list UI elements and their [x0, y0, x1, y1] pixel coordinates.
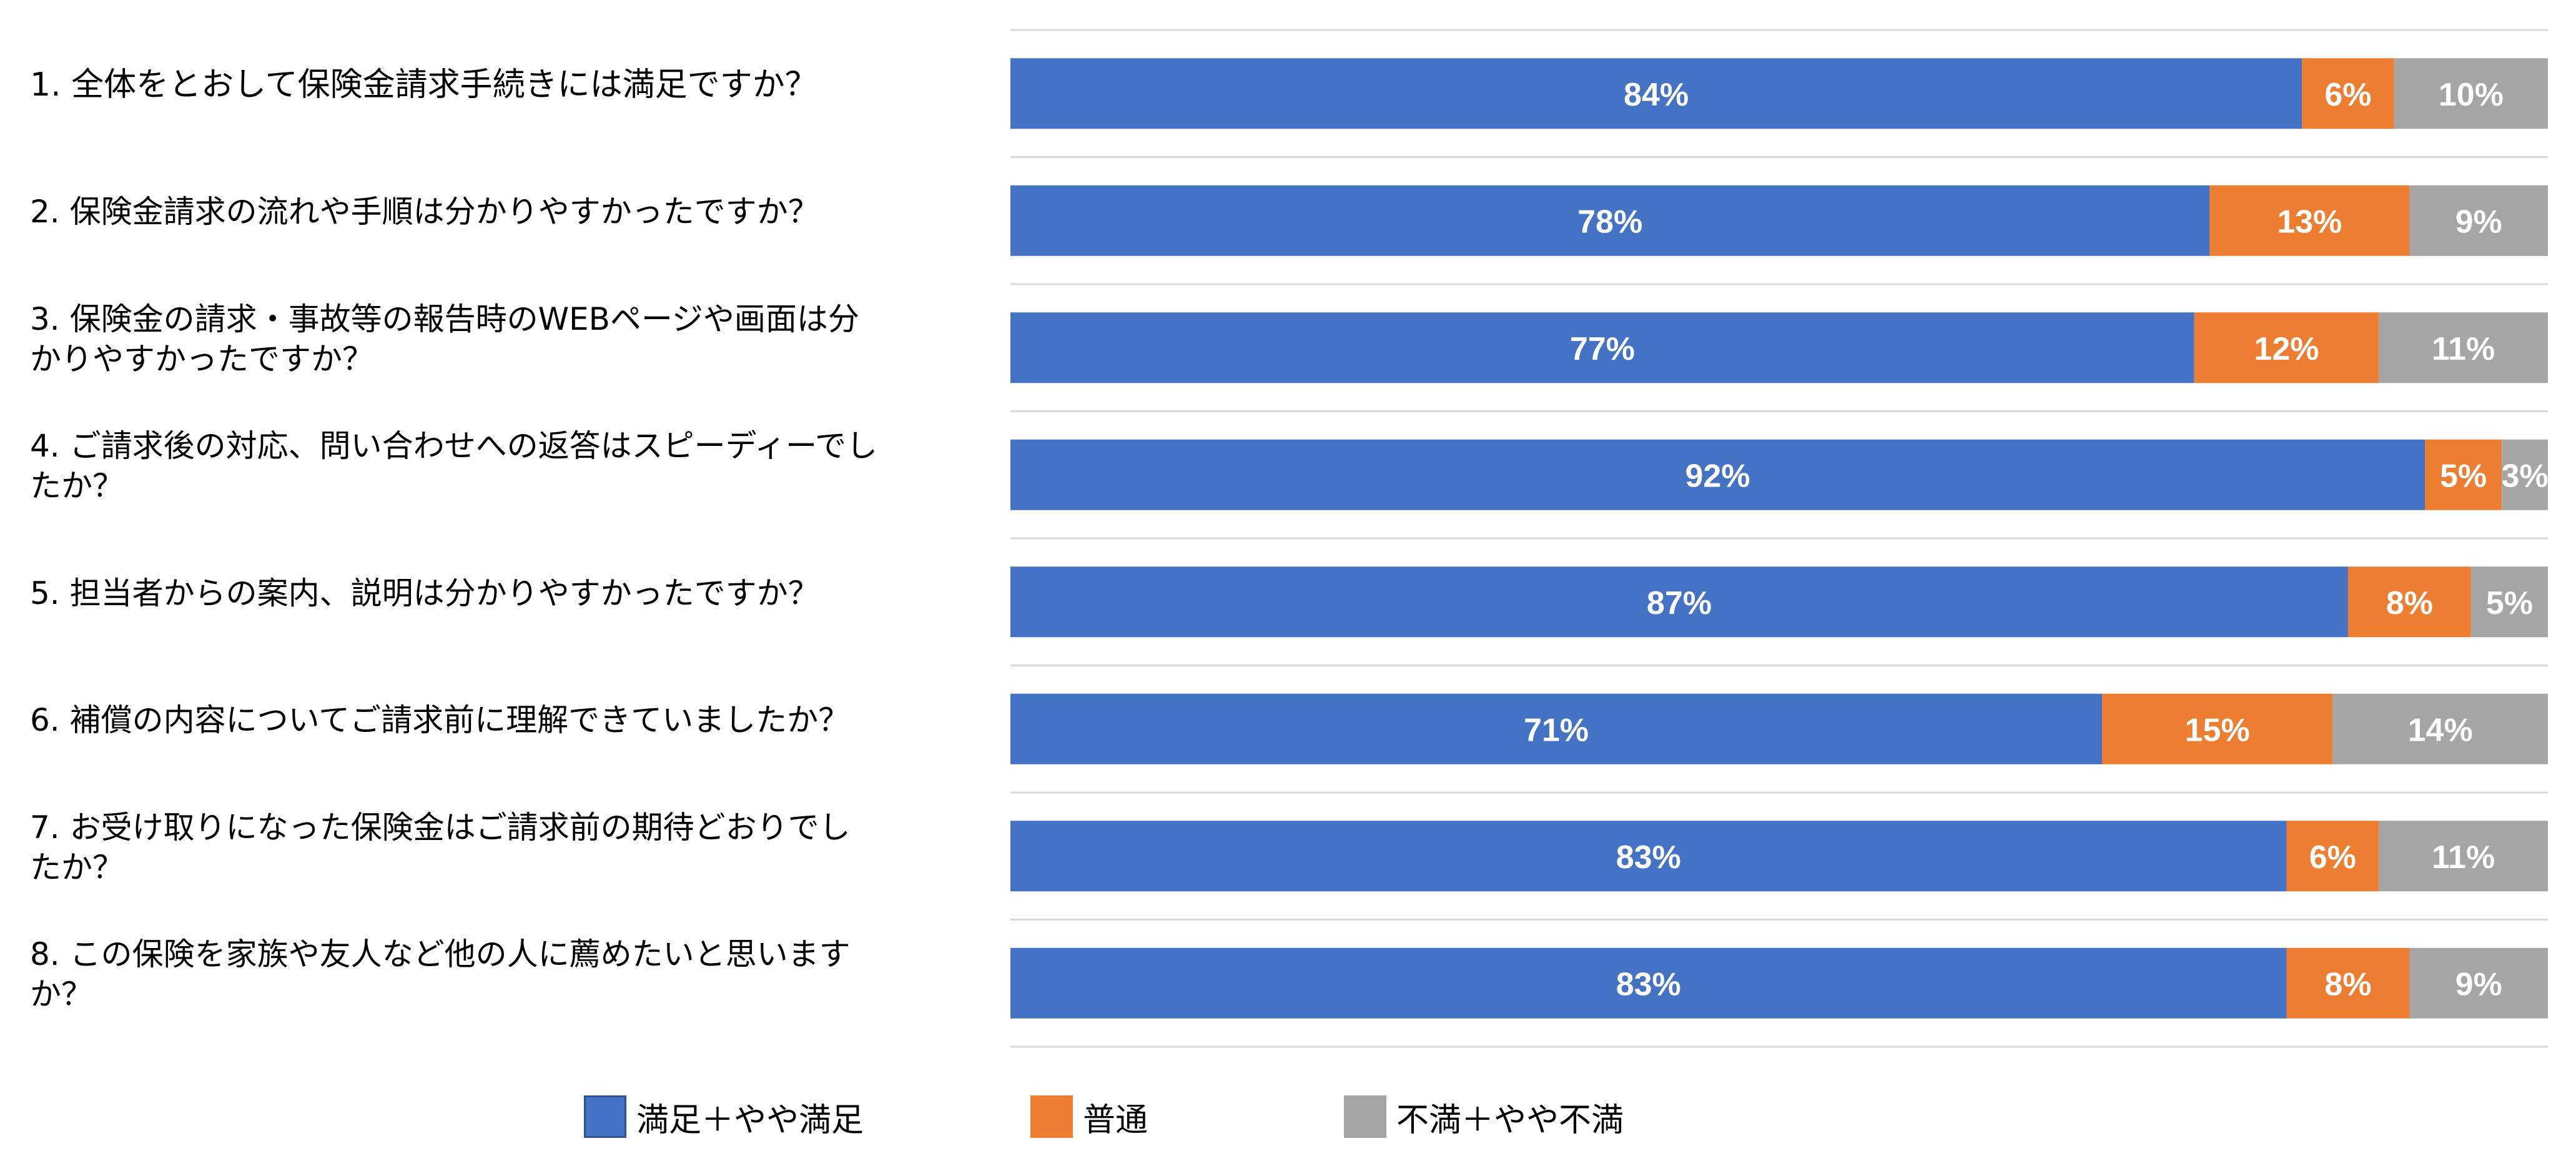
data-label-neutral-q2: 13% — [2277, 204, 2342, 240]
bar-dissatisfied-q8 — [2409, 947, 2548, 1019]
bar-satisfied-q4 — [1010, 439, 2425, 510]
legend-swatch-dissatisfied — [1344, 1095, 1386, 1138]
bar-dissatisfied-q3 — [2379, 312, 2548, 383]
data-label-satisfied-q5: 87% — [1647, 585, 1712, 621]
legend-label-dissatisfied: 不満＋やや不満 — [1396, 1101, 1624, 1139]
data-label-satisfied-q2: 78% — [1577, 204, 1642, 240]
data-label-satisfied-q4: 92% — [1685, 458, 1750, 494]
question-label-8-line-1: 8. この保険を家族や友人など他の人に薦めたいと思います — [30, 936, 851, 973]
data-label-satisfied-q3: 77% — [1570, 331, 1635, 367]
legend-label-satisfied: 満足＋やや満足 — [636, 1101, 864, 1139]
bar-neutral-q7 — [2286, 821, 2379, 892]
data-label-neutral-q5: 8% — [2386, 585, 2433, 621]
question-label-3-line-1: 3. 保険金の請求・事故等の報告時のWEBページや画面は分 — [30, 300, 859, 337]
bar-satisfied-q3 — [1010, 312, 2194, 383]
bar-dissatisfied-q6 — [2332, 693, 2548, 764]
legend-item-dissatisfied: 不満＋やや不満 — [1344, 1094, 1624, 1139]
bar-satisfied-q1 — [1010, 58, 2302, 129]
legend-item-satisfied: 満足＋やや満足 — [584, 1094, 864, 1139]
bar-satisfied-q2 — [1010, 185, 2210, 256]
question-label-5: 5. 担当者からの案内、説明は分かりやすかったですか？ — [30, 573, 979, 613]
data-label-neutral-q8: 8% — [2324, 966, 2371, 1002]
data-label-satisfied-q6: 71% — [1524, 712, 1589, 748]
question-label-7-line-1: 7. お受け取りになった保険金はご請求前の期待どおりでし — [30, 809, 851, 846]
data-label-neutral-q3: 12% — [2254, 331, 2319, 367]
data-label-neutral-q4: 5% — [2440, 458, 2487, 494]
bar-neutral-q4 — [2425, 439, 2502, 510]
data-label-dissatisfied-q6: 14% — [2408, 712, 2473, 748]
question-label-8: 8. この保険を家族や友人など他の人に薦めたいと思います か？ — [30, 934, 979, 1014]
question-label-5-line-1: 5. 担当者からの案内、説明は分かりやすかったですか？ — [30, 575, 819, 611]
data-label-neutral-q1: 6% — [2324, 77, 2371, 113]
question-label-2-line-1: 2. 保険金請求の流れや手順は分かりやすかったですか？ — [30, 194, 819, 230]
data-label-neutral-q6: 15% — [2185, 712, 2250, 748]
data-label-neutral-q7: 6% — [2309, 839, 2356, 876]
question-label-1: 1. 全体をとおして保険金請求手続きには満足ですか？ — [30, 65, 979, 105]
question-label-1-line-1: 1. 全体をとおして保険金請求手続きには満足ですか？ — [30, 66, 817, 104]
bar-neutral-q1 — [2302, 58, 2394, 129]
bar-neutral-q6 — [2102, 693, 2333, 764]
bar-satisfied-q7 — [1010, 821, 2287, 892]
question-label-7: 7. お受け取りになった保険金はご請求前の期待どおりでし たか？ — [30, 808, 979, 887]
data-label-dissatisfied-q7: 11% — [2432, 839, 2495, 876]
bar-satisfied-q6 — [1010, 693, 2103, 764]
question-label-4: 4. ご請求後の対応、問い合わせへの返答はスピーディーでし たか？ — [30, 426, 979, 506]
legend-label-neutral: 普通 — [1083, 1101, 1148, 1139]
data-label-dissatisfied-q2: 9% — [2455, 204, 2502, 240]
bar-dissatisfied-q7 — [2379, 821, 2548, 892]
question-label-4-line-1: 4. ご請求後の対応、問い合わせへの返答はスピーディーでし — [30, 428, 878, 465]
bar-neutral-q5 — [2347, 566, 2471, 638]
data-label-dissatisfied-q3: 11% — [2432, 331, 2495, 367]
bar-dissatisfied-q1 — [2394, 58, 2548, 129]
bar-neutral-q8 — [2286, 947, 2410, 1019]
data-label-satisfied-q8: 83% — [1616, 966, 1681, 1002]
data-label-dissatisfied-q5: 5% — [2486, 585, 2533, 621]
legend-swatch-neutral — [1030, 1095, 1073, 1138]
bar-satisfied-q5 — [1010, 566, 2348, 638]
question-label-3-line-2: かりやすかったですか？ — [30, 340, 373, 377]
data-label-dissatisfied-q8: 9% — [2455, 966, 2502, 1002]
legend-item-neutral: 普通 — [1030, 1094, 1148, 1139]
bar-neutral-q3 — [2194, 312, 2379, 383]
legend-swatch-satisfied — [584, 1095, 626, 1138]
bar-dissatisfied-q4 — [2502, 439, 2548, 510]
bar-neutral-q2 — [2209, 185, 2410, 256]
bar-satisfied-q8 — [1010, 947, 2287, 1019]
data-label-satisfied-q1: 84% — [1624, 77, 1689, 113]
question-label-6: 6. 補償の内容についてご請求前に理解できていましたか？ — [30, 700, 979, 740]
data-label-satisfied-q7: 83% — [1616, 839, 1681, 876]
question-label-4-line-2: たか？ — [30, 468, 124, 505]
bar-dissatisfied-q5 — [2470, 566, 2548, 638]
question-label-3: 3. 保険金の請求・事故等の報告時のWEBページや画面は分 かりやすかったですか？ — [30, 299, 979, 379]
bar-dissatisfied-q2 — [2409, 185, 2548, 256]
question-label-7-line-2: たか？ — [30, 849, 124, 886]
data-label-dissatisfied-q1: 10% — [2439, 77, 2504, 113]
data-label-dissatisfied-q4: 3% — [2501, 458, 2548, 494]
question-label-6-line-1: 6. 補償の内容についてご請求前に理解できていましたか？ — [30, 702, 850, 739]
question-label-2: 2. 保険金請求の流れや手順は分かりやすかったですか？ — [30, 192, 979, 232]
question-label-8-line-2: か？ — [30, 976, 92, 1013]
